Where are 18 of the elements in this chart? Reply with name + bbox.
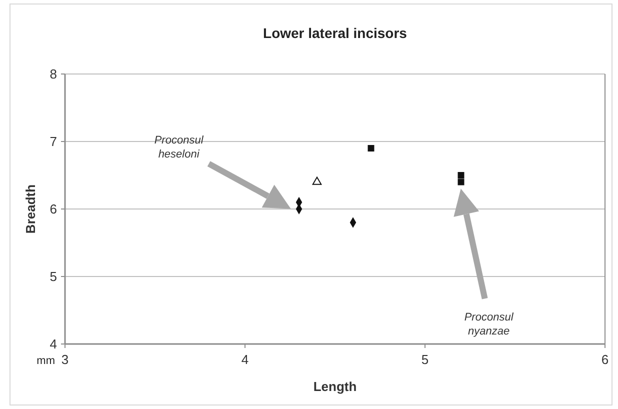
annotation: Proconsul heseloni (154, 134, 204, 161)
x-tick-label: 5 (421, 352, 429, 367)
y-axis-title: Breadth (23, 184, 38, 234)
y-tick-label: 4 (50, 336, 57, 352)
point (312, 176, 322, 185)
text: mm (36, 355, 55, 367)
point (458, 172, 464, 178)
x-tick-label: 6 (601, 352, 609, 367)
annotation: Proconsul nyanzae (464, 312, 514, 338)
x-tick-label: 3 (61, 352, 69, 367)
chart-title: Lower lateral incisors (263, 25, 408, 41)
x-tick-label: 4 (241, 352, 249, 367)
point (368, 145, 374, 152)
y-tick-label: 6 (50, 202, 57, 216)
y-tick-label: 8 (50, 66, 57, 82)
y-tick-label: 7 (50, 134, 57, 149)
x-axis-title: Length (313, 379, 357, 394)
y-tick-label: 5 (50, 269, 57, 284)
